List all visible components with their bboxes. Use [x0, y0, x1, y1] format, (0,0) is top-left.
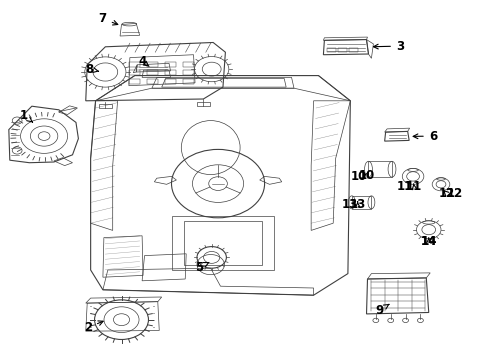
Text: 9: 9 [375, 304, 389, 317]
Bar [183, 62, 194, 67]
Text: 13: 13 [342, 198, 358, 211]
Bar [349, 48, 358, 52]
Text: 4: 4 [138, 55, 149, 68]
Bar [165, 70, 175, 75]
Text: 10: 10 [350, 170, 367, 183]
Text: 8: 8 [85, 63, 98, 76]
Text: 13: 13 [349, 198, 366, 211]
Bar [129, 79, 140, 84]
Text: 11: 11 [406, 180, 422, 193]
Bar [338, 48, 347, 52]
Bar [183, 79, 194, 84]
Text: 12: 12 [439, 187, 455, 200]
Text: 3: 3 [373, 40, 404, 53]
Bar [183, 70, 194, 75]
Bar [165, 62, 175, 67]
Bar [129, 70, 140, 75]
Bar [147, 70, 158, 75]
Bar [129, 62, 140, 67]
Text: 6: 6 [413, 130, 437, 143]
Bar [165, 79, 175, 84]
Bar [147, 62, 158, 67]
Text: 14: 14 [420, 235, 437, 248]
Text: 14: 14 [420, 235, 437, 248]
Text: 12: 12 [447, 187, 463, 200]
Text: 10: 10 [358, 169, 375, 182]
Text: 7: 7 [98, 12, 118, 25]
Text: 11: 11 [396, 180, 413, 193]
Bar [327, 48, 336, 52]
Bar [147, 79, 158, 84]
Text: 2: 2 [84, 321, 103, 334]
Text: 1: 1 [20, 109, 33, 122]
Text: 5: 5 [195, 261, 209, 274]
